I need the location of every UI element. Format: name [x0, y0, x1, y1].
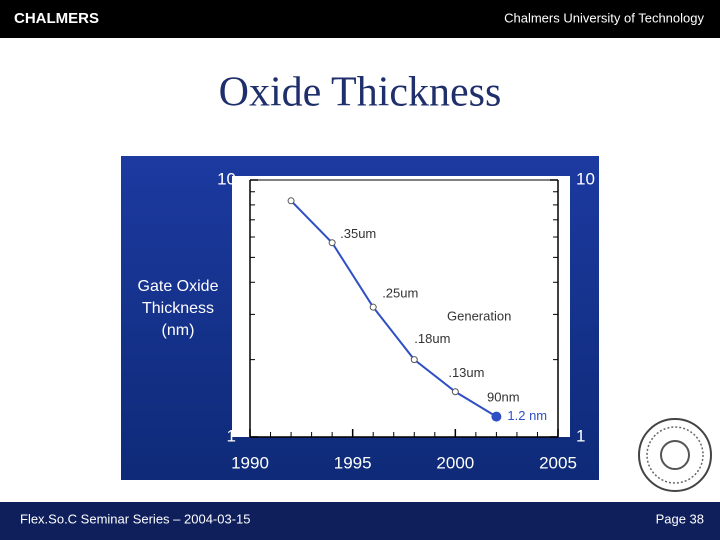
point-label: .13um [448, 365, 484, 380]
x-tick-label: 1995 [334, 453, 372, 472]
institution: Chalmers University of Technology [504, 10, 704, 25]
y-tick-label: 10 [217, 169, 236, 188]
y-axis-label: (nm) [162, 322, 195, 339]
y-axis-label: Thickness [142, 300, 214, 317]
y2-tick-label: 10 [576, 169, 595, 188]
y-tick-label: 1 [227, 426, 236, 445]
annotation: Generation [447, 308, 511, 323]
data-point [451, 388, 459, 396]
slide-title: Oxide Thickness [219, 70, 502, 116]
footer-text: Flex.So.C Seminar Series – 2004-03-15 [20, 511, 251, 526]
y-axis-label: Gate Oxide [138, 278, 219, 295]
x-tick-label: 2005 [539, 453, 577, 472]
x-tick-label: 1990 [231, 453, 269, 472]
point-label: .25um [382, 286, 418, 301]
header-bar [0, 0, 720, 38]
point-label: .35um [340, 226, 376, 241]
seal [638, 418, 712, 492]
y2-tick-label: 1 [576, 426, 585, 445]
footer-bar [0, 502, 720, 540]
data-point [369, 303, 377, 311]
logo: CHALMERS [14, 10, 99, 27]
plot-area [232, 176, 570, 437]
x-tick-label: 2000 [436, 453, 474, 472]
point-label: .18um [414, 331, 450, 346]
data-point [410, 356, 418, 364]
data-line [290, 200, 497, 418]
data-point [328, 239, 336, 247]
data-point [287, 197, 295, 205]
point-label: 90nm [487, 389, 520, 404]
point-label: 1.2 nm [507, 408, 547, 423]
data-point [491, 411, 502, 422]
page-number: Page 38 [656, 511, 704, 526]
